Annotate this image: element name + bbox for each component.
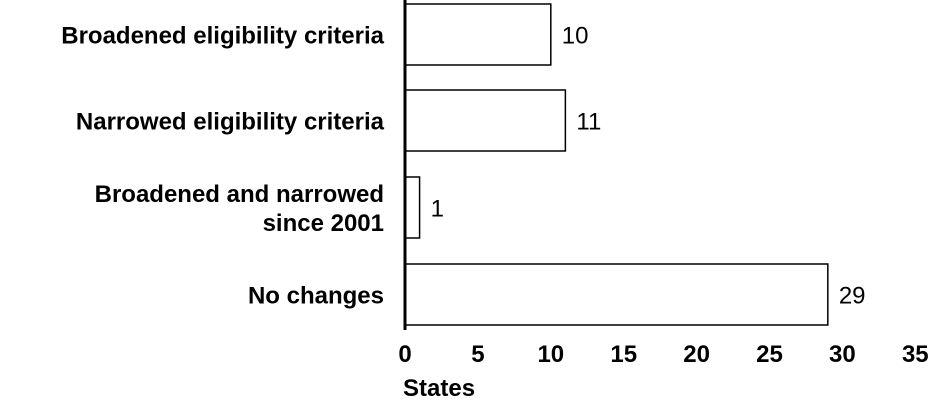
value-label-0: 10 xyxy=(562,23,589,50)
category-label-line: Broadened eligibility criteria xyxy=(61,23,384,50)
x-tick-label: 20 xyxy=(683,341,710,368)
x-tick-label: 10 xyxy=(537,341,564,368)
category-label-line: No changes xyxy=(248,283,384,310)
bar-0 xyxy=(404,3,552,66)
category-label-1: Narrowed eligibility criteria xyxy=(76,109,385,136)
bar-3 xyxy=(404,263,829,326)
bars-layer xyxy=(404,3,829,326)
category-label-3: No changes xyxy=(248,283,384,310)
x-tick-label: 30 xyxy=(829,341,856,368)
x-tick-label: 35 xyxy=(902,341,929,368)
x-tick-label: 5 xyxy=(471,341,484,368)
bar-1 xyxy=(404,89,567,152)
category-label-line: Narrowed eligibility criteria xyxy=(76,109,385,136)
bar-2 xyxy=(404,176,421,239)
x-tick-labels: 0 5 10 15 20 25 30 35 xyxy=(398,341,928,368)
x-tick-label: 15 xyxy=(610,341,637,368)
value-label-1: 11 xyxy=(576,109,601,136)
x-axis-title: States xyxy=(403,375,475,402)
category-labels-layer: Broadened eligibility criteria Narrowed e… xyxy=(61,23,384,310)
value-label-2: 1 xyxy=(431,196,444,223)
x-tick-label: 25 xyxy=(756,341,783,368)
category-label-line: since 2001 xyxy=(263,210,384,237)
category-label-line: Broadened and narrowed xyxy=(95,181,384,208)
value-label-3: 29 xyxy=(839,283,866,310)
category-label-2: Broadened and narrowed since 2001 xyxy=(95,181,384,237)
category-label-0: Broadened eligibility criteria xyxy=(61,23,384,50)
x-tick-label: 0 xyxy=(398,341,411,368)
